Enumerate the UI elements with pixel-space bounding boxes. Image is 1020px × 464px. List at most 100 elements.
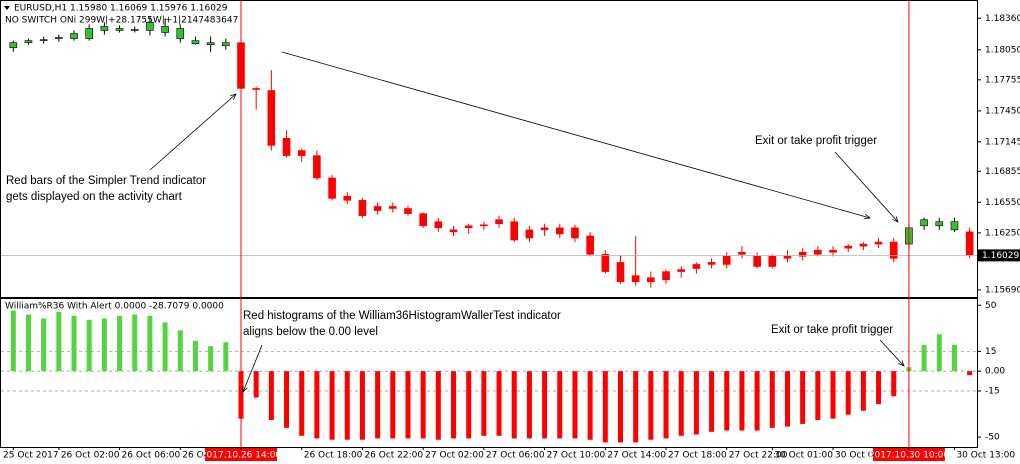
- candle-body: [874, 241, 883, 245]
- candle-body: [100, 26, 109, 31]
- x-tick-highlight: [872, 448, 945, 461]
- histogram-bar: [754, 371, 760, 431]
- candle-body: [434, 221, 443, 229]
- histogram-bar: [10, 310, 16, 372]
- y-tick-label: 1.16250: [985, 228, 1020, 238]
- histogram-bar: [420, 371, 426, 439]
- histogram-bar: [648, 371, 654, 440]
- histogram-bar: [390, 371, 396, 439]
- y-tick-label: 1.16550: [985, 198, 1020, 208]
- candle-body: [388, 206, 397, 209]
- candle-body: [267, 90, 276, 146]
- annotation: Exit or take profit trigger: [755, 135, 877, 147]
- candle-body: [555, 227, 564, 235]
- x-tick-highlight: [205, 448, 277, 461]
- chart-title: EURUSD,H1 1.15980 1.16069 1.15976 1.1602…: [14, 4, 228, 14]
- candle-body: [844, 245, 853, 249]
- annotation: aligns below the 0.00 level: [243, 326, 378, 338]
- histogram-bar: [375, 371, 381, 439]
- candle-body: [768, 256, 777, 267]
- arrow: [879, 339, 904, 366]
- histogram-bar: [709, 371, 715, 432]
- annotation: Red bars of the Simpler Trend indicator: [6, 175, 206, 187]
- candle-body: [662, 271, 670, 281]
- candle-body: [191, 40, 200, 44]
- arrow: [149, 94, 236, 171]
- x-tick-label: 27 Oct 14:00: [607, 451, 666, 461]
- candle-body: [419, 213, 427, 227]
- histogram-bar: [800, 371, 806, 424]
- candle-body: [24, 40, 33, 43]
- candle-body: [525, 229, 534, 239]
- candle-body: [586, 235, 594, 255]
- histogram-bar: [41, 318, 47, 372]
- x-tick-label: 2017.10.30 10:00: [869, 451, 950, 461]
- price-panel: [0, 0, 978, 298]
- y-tick-label: 0.00: [985, 367, 1005, 377]
- x-tick-label: 26 Oct 06:00: [122, 451, 181, 461]
- candle-body: [282, 138, 291, 156]
- histogram-bar: [481, 371, 487, 436]
- histogram-bar: [329, 371, 335, 440]
- histogram-bar: [344, 371, 350, 440]
- histogram-bar: [572, 371, 578, 439]
- candle-body: [722, 256, 731, 265]
- histogram-bar: [162, 322, 168, 372]
- candle-body: [176, 28, 185, 39]
- candle-body: [647, 277, 655, 283]
- x-tick-label: 27 Oct 18:00: [668, 451, 727, 461]
- candle-body: [115, 28, 124, 31]
- y-tick-label: -15: [985, 386, 1000, 396]
- histogram-bar: [951, 344, 957, 372]
- histogram-bar: [633, 371, 639, 443]
- annotation: gets displayed on the activity chart: [6, 191, 183, 203]
- histogram-bar: [876, 371, 882, 405]
- x-tick-label: 25 Oct 2017: [3, 451, 59, 461]
- candle-body: [965, 231, 974, 256]
- candle-body: [920, 219, 928, 227]
- histogram-bar: [830, 371, 836, 419]
- candle-body: [252, 88, 260, 90]
- y-tick-label: 1.16855: [985, 167, 1020, 177]
- y-tick-label: 1.15690: [985, 285, 1020, 295]
- y-tick-label: 50: [985, 301, 997, 311]
- x-tick-label: 27 Oct 02:00: [425, 451, 484, 461]
- candle-body: [631, 275, 640, 283]
- candle-body: [571, 227, 579, 239]
- histogram-bar: [526, 371, 532, 439]
- candle-body: [85, 28, 93, 39]
- x-tick-label: 30 Oct 01:00: [774, 451, 833, 461]
- histogram-bar: [117, 315, 123, 372]
- x-tick-label: 26 Oct 22:00: [364, 451, 423, 461]
- candle-body: [222, 42, 230, 47]
- x-tick-label: 26 Oct 02:00: [61, 451, 120, 461]
- menu-triangle: [4, 6, 10, 10]
- histogram-bar: [693, 371, 699, 435]
- candle-body: [889, 241, 898, 259]
- histogram-bar: [101, 318, 107, 372]
- histogram-bar: [739, 371, 745, 431]
- candle-body: [449, 229, 458, 233]
- candle-body: [297, 150, 306, 156]
- candle-body: [495, 219, 503, 225]
- x-tick-label: 2017.10.26 14:00: [201, 451, 282, 461]
- price-box: [978, 249, 1020, 262]
- histogram-bar: [147, 315, 153, 372]
- histogram-bar: [268, 371, 274, 420]
- histogram-bar: [921, 344, 927, 372]
- histogram-bar: [678, 371, 684, 436]
- histogram-bar: [223, 342, 229, 372]
- candle-body: [753, 256, 761, 267]
- candle-body: [510, 221, 519, 241]
- x-tick-label: 30 Oct 13:00: [956, 451, 1015, 461]
- histogram-bar: [769, 371, 775, 428]
- histogram-bar: [602, 371, 608, 443]
- histogram-bar: [724, 371, 730, 431]
- candle-body: [738, 251, 746, 255]
- x-tick-label: 27 Oct 22:00: [729, 451, 788, 461]
- histogram-bar: [466, 371, 472, 439]
- histogram-bar: [56, 311, 62, 372]
- candle-body: [9, 42, 18, 49]
- histogram-bar: [25, 314, 31, 372]
